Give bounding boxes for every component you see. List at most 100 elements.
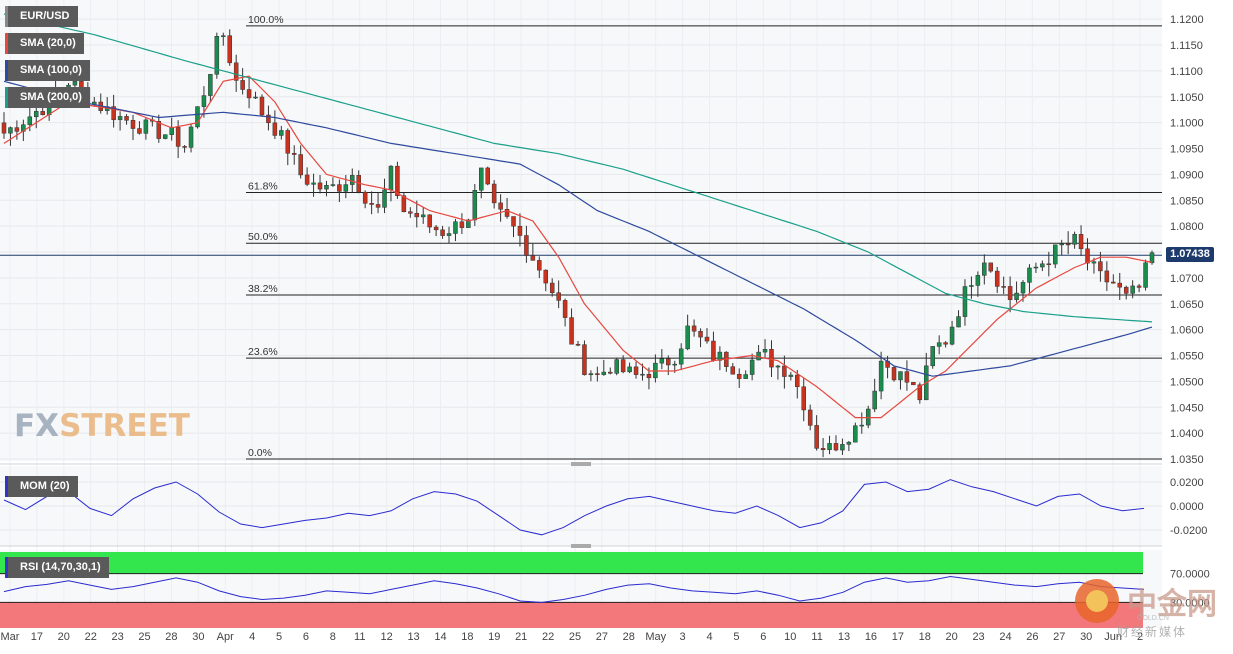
candle-body [1040,263,1045,268]
x-tick-label: 6 [303,631,309,643]
watermark-title: 中金网 [1127,587,1217,622]
candle-body [401,195,407,212]
candle-body [388,165,394,191]
candle-body [246,89,252,99]
x-tick-label: 23 [111,631,123,643]
candle-body [285,130,291,154]
candle-body [678,348,684,365]
candle-body [350,175,355,185]
x-tick-label: 6 [760,631,766,643]
watermark-logo-inner-icon [1086,590,1108,612]
candle-body [911,382,916,386]
candle-body [330,184,336,186]
candle-body [124,116,129,121]
y-tick-label: 1.1150 [1170,40,1203,52]
x-tick-label: 18 [461,631,473,643]
x-tick-label: 25 [138,631,150,643]
sma-line-2 [3,13,1153,323]
mom-tick-label: -0.0200 [1170,525,1207,537]
candle-body [111,106,116,121]
y-tick-label: 1.0550 [1170,351,1204,363]
candle-body [162,134,168,139]
candle-body [814,425,819,449]
candle-body [27,116,33,125]
candle-body [743,374,748,379]
candle-body [930,346,935,367]
candle-body [833,443,839,451]
rsi-overbought-zone [0,552,1143,574]
candle-body [1130,285,1135,294]
fib-level-label: 100.0% [248,14,284,26]
x-tick-label: 16 [865,631,877,643]
candle-body [369,203,374,205]
x-tick-label: 17 [892,631,904,643]
candle-body [730,366,736,375]
candle-body [956,316,961,328]
candle-body [1059,243,1064,246]
candle-body [1053,244,1058,265]
legend-rsi[interactable]: RSI (14,70,30,1) [5,557,109,578]
legend-mom[interactable]: MOM (20) [5,476,78,497]
candle-body [272,122,278,136]
candle-body [807,409,813,426]
candle-body [975,275,981,286]
candle-body [433,226,439,231]
candle-body [769,349,774,368]
candle-body [1123,286,1129,294]
candle-body [614,359,619,374]
candle-body [298,154,303,176]
main-pane-bg [0,0,1162,461]
current-price-badge: 1.07438 [1166,247,1214,262]
x-tick-label: 11 [354,631,365,643]
sma-line-0 [3,75,1153,419]
candle-body [595,373,600,375]
candle-body [1046,263,1052,266]
x-tick-label: 27 [596,631,608,643]
y-tick-label: 1.1100 [1170,66,1203,78]
candle-body [195,106,200,128]
candle-body [904,371,910,383]
candle-body [917,384,923,401]
candle-body [672,363,677,366]
x-tick-label: 13 [407,631,419,643]
watermark-url: GOLD.CN [1137,615,1169,622]
y-tick-label: 1.1200 [1170,14,1204,26]
legend-symbol[interactable]: EUR/USD [5,6,78,27]
mom-tick-label: 0.0200 [1170,477,1204,489]
candle-body [936,342,942,347]
x-tick-label: 4 [706,631,712,643]
candle-body [221,35,226,37]
candle-body [1091,261,1097,264]
candle-body [704,336,710,342]
candle-body [982,262,987,276]
candle-body [408,211,413,214]
fib-level-label: 0.0% [248,447,272,459]
candle-body [375,204,381,208]
x-tick-label: 5 [733,631,739,643]
rsi-line [3,575,1145,603]
fib-level-label: 38.2% [248,283,278,295]
candle-body [827,443,832,451]
candle-body [1111,281,1116,284]
candle-body [337,184,342,192]
candle-body [414,213,420,218]
x-tick-label: Jun [1104,631,1122,643]
candle-body [382,189,387,208]
legend-sma-200[interactable]: SMA (200,0) [5,87,90,108]
rsi-tick-label: 30.0000 [1170,597,1210,609]
candle-body [343,184,349,192]
candle-body [420,214,426,218]
legend-sma-20[interactable]: SMA (20,0) [5,33,84,54]
candle-body [640,373,645,376]
x-tick-label: 26 [1026,631,1038,643]
legend-sma-100[interactable]: SMA (100,0) [5,60,90,81]
candle-body [130,120,136,129]
candle-body [459,221,465,228]
y-tick-label: 1.0900 [1170,169,1204,181]
candle-body [569,317,574,345]
candle-body [291,153,297,155]
x-tick-label: 25 [569,631,581,643]
x-tick-label: 4 [249,631,255,643]
candle-body [537,260,542,271]
